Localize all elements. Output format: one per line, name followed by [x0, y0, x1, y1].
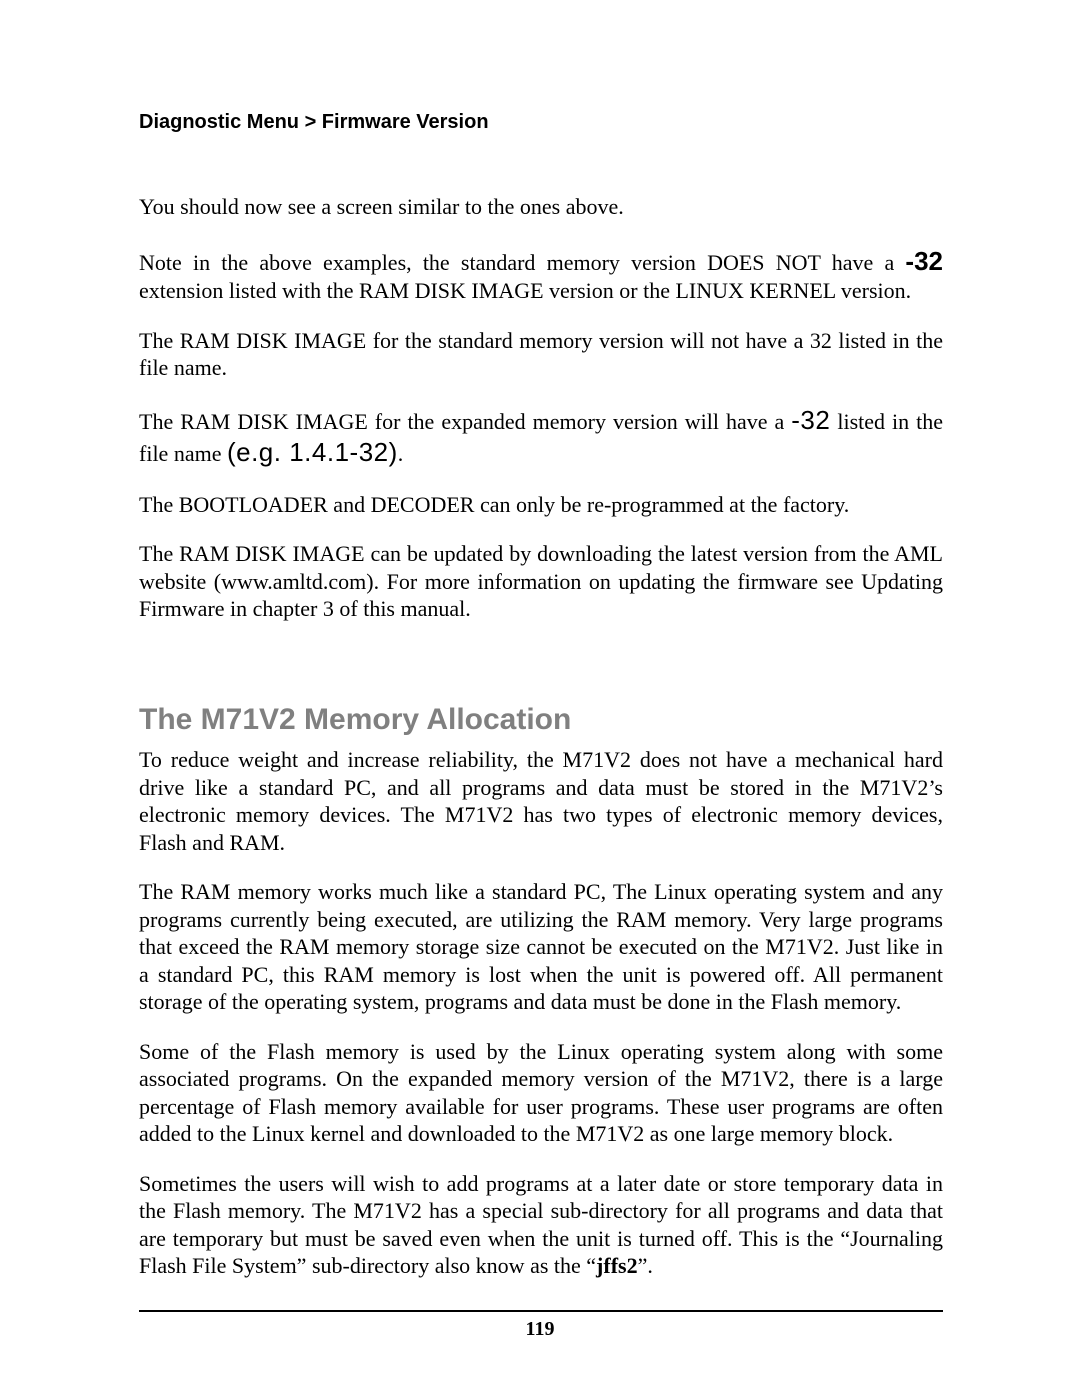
body-paragraph: The RAM DISK IMAGE for the expanded memo… — [139, 404, 943, 469]
body-paragraph: The BOOTLOADER and DECODER can only be r… — [139, 491, 943, 519]
paragraph-text: ”. — [638, 1253, 653, 1278]
document-page: Diagnostic Menu > Firmware Version You s… — [0, 0, 1080, 1397]
emphasis-extension: -32 — [791, 405, 830, 435]
emphasis-extension: -32 — [905, 246, 943, 276]
body-paragraph: You should now see a screen similar to t… — [139, 193, 943, 221]
body-paragraph: The RAM DISK IMAGE can be updated by dow… — [139, 540, 943, 623]
footer-rule — [139, 1310, 943, 1312]
page-number: 119 — [0, 1317, 1080, 1342]
body-paragraph: The RAM memory works much like a standar… — [139, 878, 943, 1016]
body-paragraph: The RAM DISK IMAGE for the standard memo… — [139, 327, 943, 382]
body-paragraph: To reduce weight and increase reliabilit… — [139, 746, 943, 856]
body-paragraph: Some of the Flash memory is used by the … — [139, 1038, 943, 1148]
paragraph-text: The RAM DISK IMAGE for the expanded memo… — [139, 409, 791, 434]
body-paragraph: Note in the above examples, the standard… — [139, 245, 943, 305]
body-paragraph: Sometimes the users will wish to add pro… — [139, 1170, 943, 1280]
paragraph-text: Sometimes the users will wish to add pro… — [139, 1171, 943, 1279]
paragraph-text: . — [398, 441, 404, 466]
paragraph-text: Note in the above examples, the standard… — [139, 250, 905, 275]
term-jffs2: jffs2 — [596, 1253, 638, 1278]
example-filename: (e.g. 1.4.1-32) — [227, 437, 398, 467]
paragraph-text: extension listed with the RAM DISK IMAGE… — [139, 278, 911, 303]
section-breadcrumb: Diagnostic Menu > Firmware Version — [139, 110, 943, 135]
section-title: The M71V2 Memory Allocation — [139, 701, 943, 739]
